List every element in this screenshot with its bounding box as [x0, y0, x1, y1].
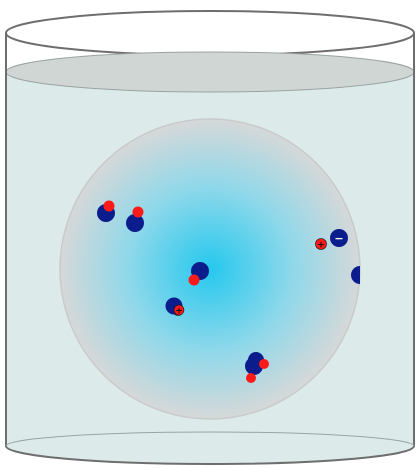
svg-text:+: + — [317, 241, 325, 251]
beaker-bottom-back — [5, 431, 415, 447]
beaker-rim — [5, 10, 415, 56]
cation-particle: + — [173, 304, 185, 316]
water-surface — [5, 51, 415, 93]
molecule-particle — [97, 200, 115, 222]
molecule-particle — [126, 206, 144, 232]
anion-particle — [351, 266, 360, 284]
cation-charge-label: + — [175, 306, 183, 316]
anion-charge-label: − — [334, 232, 343, 245]
molecule-particle — [188, 262, 209, 286]
molecule-particle — [248, 352, 269, 369]
solute-sphere — [59, 118, 361, 420]
cation-particle: + — [315, 238, 327, 251]
particle-layer: + + + − — [97, 200, 360, 383]
beaker-bottom-front — [5, 445, 415, 465]
anion-particle: − — [330, 229, 348, 247]
